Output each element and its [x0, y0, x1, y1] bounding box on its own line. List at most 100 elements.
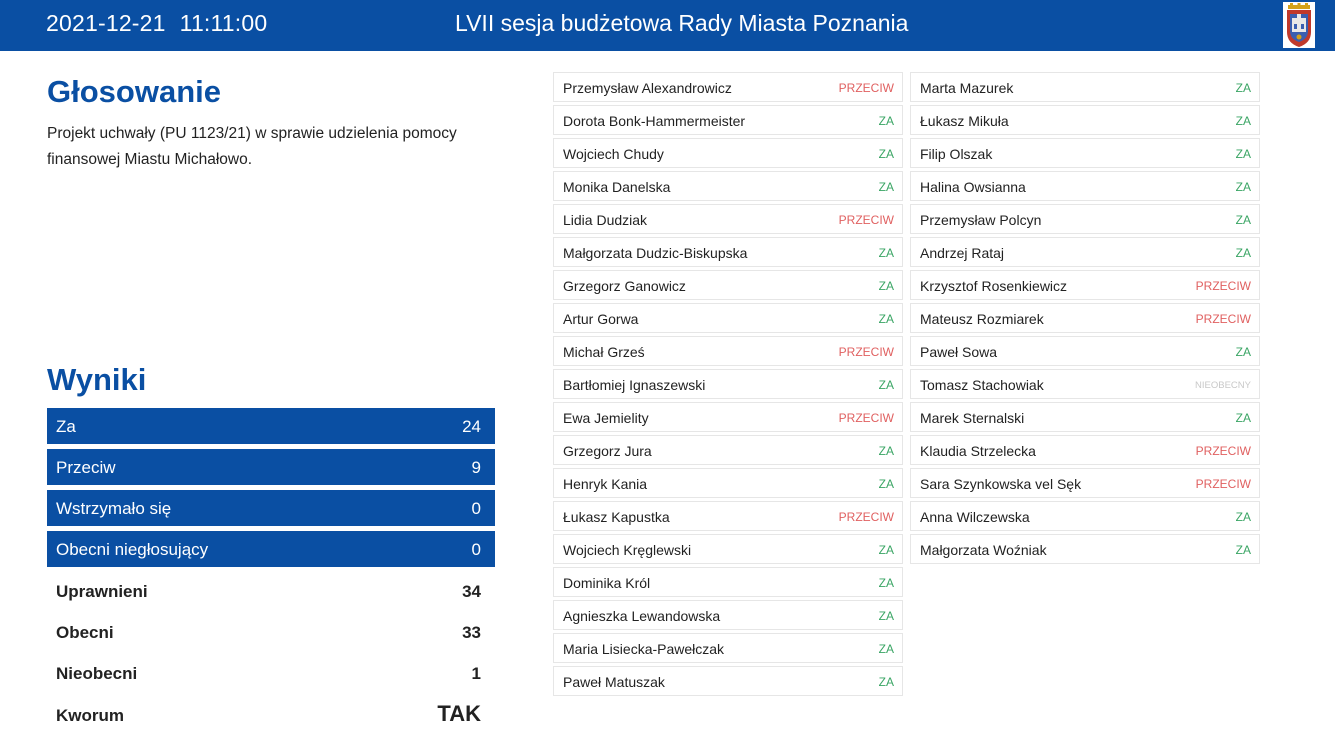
vote-status: ZA — [1235, 114, 1251, 128]
councillor-name: Paweł Matuszak — [563, 674, 665, 690]
vote-status: ZA — [878, 279, 894, 293]
councillor-row: Andrzej Rataj ZA — [910, 237, 1260, 267]
councillor-name: Tomasz Stachowiak — [920, 377, 1044, 393]
result-obecni: Obecni 33 — [47, 614, 495, 650]
vote-status: ZA — [878, 642, 894, 656]
result-label: Obecni niegłosujący — [56, 540, 209, 559]
councillor-name: Grzegorz Jura — [563, 443, 652, 459]
vote-status: ZA — [878, 312, 894, 326]
councillor-row: Grzegorz Jura ZA — [553, 435, 903, 465]
councillor-name: Sara Szynkowska vel Sęk — [920, 476, 1082, 492]
councillor-row: Michał Grześ PRZECIW — [553, 336, 903, 366]
councillor-row: Wojciech Chudy ZA — [553, 138, 903, 168]
councillor-name: Bartłomiej Ignaszewski — [563, 377, 706, 393]
header-bar: 2021-12-21 11:11:00 LVII sesja budżetowa … — [0, 0, 1335, 51]
councillor-name: Krzysztof Rosenkiewicz — [920, 278, 1068, 294]
councillor-name: Małgorzata Woźniak — [920, 542, 1047, 558]
result-value: 1 — [471, 664, 481, 683]
vote-status: PRZECIW — [838, 345, 894, 359]
vote-status: ZA — [878, 147, 894, 161]
councillor-name: Ewa Jemielity — [563, 410, 649, 426]
councillor-name: Paweł Sowa — [920, 344, 998, 360]
city-crest-icon — [1283, 2, 1315, 48]
councillor-row: Dorota Bonk-Hammermeister ZA — [553, 105, 903, 135]
vote-status: PRZECIW — [1195, 279, 1251, 293]
councillor-row: Mateusz Rozmiarek PRZECIW — [910, 303, 1260, 333]
councillor-name: Małgorzata Dudzic-Biskupska — [563, 245, 748, 261]
councillor-row: Artur Gorwa ZA — [553, 303, 903, 333]
councillor-name: Artur Gorwa — [563, 311, 639, 327]
councillor-name: Agnieszka Lewandowska — [563, 608, 721, 624]
vote-status: ZA — [1235, 543, 1251, 557]
councillor-row: Łukasz Kapustka PRZECIW — [553, 501, 903, 531]
vote-status: ZA — [878, 246, 894, 260]
councillor-name: Lidia Dudziak — [563, 212, 648, 228]
result-value: 9 — [471, 458, 481, 477]
councillor-row: Ewa Jemielity PRZECIW — [553, 402, 903, 432]
vote-status: ZA — [1235, 147, 1251, 161]
councillor-row: Krzysztof Rosenkiewicz PRZECIW — [910, 270, 1260, 300]
session-title: LVII sesja budżetowa Rady Miasta Poznani… — [455, 10, 909, 36]
session-date: 2021-12-21 — [46, 10, 166, 36]
councillor-row: Wojciech Kręglewski ZA — [553, 534, 903, 564]
councillor-row: Grzegorz Ganowicz ZA — [553, 270, 903, 300]
result-label: Obecni — [56, 623, 114, 642]
councillor-name: Marta Mazurek — [920, 80, 1014, 96]
councillor-name: Filip Olszak — [920, 146, 993, 162]
councillor-row: Przemysław Polcyn ZA — [910, 204, 1260, 234]
vote-status: PRZECIW — [838, 411, 894, 425]
councillor-row: Henryk Kania ZA — [553, 468, 903, 498]
vote-status: ZA — [878, 543, 894, 557]
vote-status: ZA — [878, 675, 894, 689]
councillor-row: Paweł Sowa ZA — [910, 336, 1260, 366]
councillor-row: Monika Danelska ZA — [553, 171, 903, 201]
councillor-row: Marek Sternalski ZA — [910, 402, 1260, 432]
councillor-row: Filip Olszak ZA — [910, 138, 1260, 168]
councillor-row: Lidia Dudziak PRZECIW — [553, 204, 903, 234]
result-label: Nieobecni — [56, 664, 138, 683]
result-label: Kworum — [56, 706, 124, 725]
councillor-list-left: Przemysław Alexandrowicz PRZECIW Dorota Bo… — [553, 72, 903, 699]
result-kworum: Kworum TAK — [47, 697, 495, 733]
session-time: 11:11:00 — [179, 10, 268, 36]
councillor-row: Agnieszka Lewandowska ZA — [553, 600, 903, 630]
councillor-name: Grzegorz Ganowicz — [563, 278, 686, 294]
councillor-row: Paweł Matuszak ZA — [553, 666, 903, 696]
councillor-name: Dominika Król — [563, 575, 651, 591]
result-label: Przeciw — [56, 458, 116, 477]
result-value: TAK — [437, 701, 481, 726]
resolution-description: Projekt uchwały (PU 1123/21) w sprawie u… — [47, 125, 457, 168]
vote-status: ZA — [878, 180, 894, 194]
vote-status: PRZECIW — [838, 510, 894, 524]
vote-status: ZA — [1235, 510, 1251, 524]
result-za: Za 24 — [47, 408, 495, 444]
vote-status: PRZECIW — [1195, 477, 1251, 491]
councillor-name: Henryk Kania — [563, 476, 648, 492]
vote-status: ZA — [1235, 411, 1251, 425]
result-value: 33 — [462, 623, 481, 642]
councillor-name: Monika Danelska — [563, 179, 671, 195]
result-nieobecni: Nieobecni 1 — [47, 655, 495, 691]
councillor-row: Maria Lisiecka-Pawełczak ZA — [553, 633, 903, 663]
vote-status: PRZECIW — [838, 81, 894, 95]
vote-status: PRZECIW — [1195, 312, 1251, 326]
councillor-row: Marta Mazurek ZA — [910, 72, 1260, 102]
councillor-name: Łukasz Mikuła — [920, 113, 1009, 129]
councillor-row: Łukasz Mikuła ZA — [910, 105, 1260, 135]
vote-status: PRZECIW — [1195, 444, 1251, 458]
councillor-name: Łukasz Kapustka — [563, 509, 670, 525]
councillor-name: Marek Sternalski — [920, 410, 1025, 426]
vote-status: ZA — [878, 378, 894, 392]
councillor-name: Wojciech Chudy — [563, 146, 664, 162]
result-wstrzymalo: Wstrzymało się 0 — [47, 490, 495, 526]
councillor-name: Halina Owsianna — [920, 179, 1026, 195]
councillor-name: Mateusz Rozmiarek — [920, 311, 1044, 327]
result-obecni-nieglosujacy: Obecni niegłosujący 0 — [47, 531, 495, 567]
councillor-name: Klaudia Strzelecka — [920, 443, 1036, 459]
result-value: 24 — [462, 417, 481, 436]
vote-status: ZA — [878, 114, 894, 128]
result-label: Uprawnieni — [56, 582, 148, 601]
vote-status: NIEOBECNY — [1195, 380, 1251, 391]
session-datetime: 2021-12-21 11:11:00 — [46, 10, 267, 37]
councillor-name: Wojciech Kręglewski — [563, 542, 692, 558]
